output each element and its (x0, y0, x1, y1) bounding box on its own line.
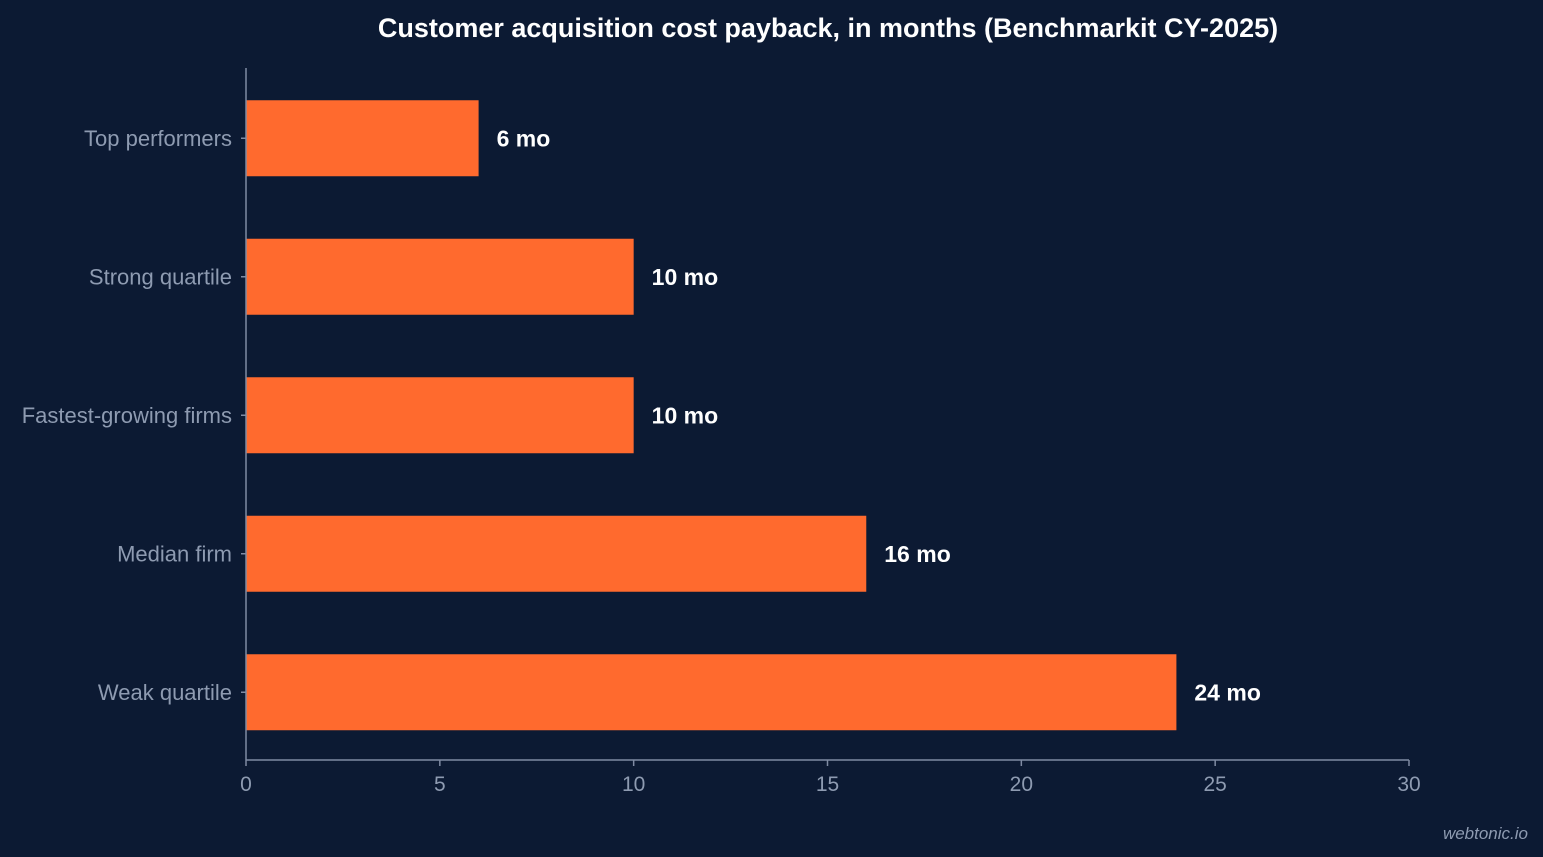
bar (246, 515, 867, 592)
category-label: Weak quartile (98, 680, 232, 705)
watermark: webtonic.io (1443, 824, 1528, 843)
x-tick-label: 20 (1010, 773, 1033, 796)
data-label: 24 mo (1194, 679, 1260, 705)
category-label: Top performers (84, 126, 232, 151)
data-label: 10 mo (652, 264, 718, 290)
bar (246, 377, 634, 454)
x-tick-label: 25 (1203, 773, 1226, 796)
category-label: Strong quartile (89, 264, 232, 289)
x-tick-label: 10 (622, 773, 645, 796)
data-label: 6 mo (497, 125, 551, 151)
x-tick-label: 30 (1397, 773, 1420, 796)
plot-area: Top performers 6 mo Strong quartile 10 mo Fa… (22, 68, 1421, 796)
x-tick-label: 15 (816, 773, 839, 796)
bar (246, 654, 1177, 731)
data-label: 10 mo (652, 402, 718, 428)
x-tick-label: 5 (434, 773, 446, 796)
category-label: Fastest-growing firms (22, 403, 232, 428)
chart-title: Customer acquisition cost payback, in mo… (378, 13, 1278, 43)
category-label: Median firm (117, 541, 232, 566)
x-tick-label: 0 (240, 773, 252, 796)
bar (246, 100, 479, 177)
bar (246, 238, 634, 315)
data-label: 16 mo (884, 541, 950, 567)
